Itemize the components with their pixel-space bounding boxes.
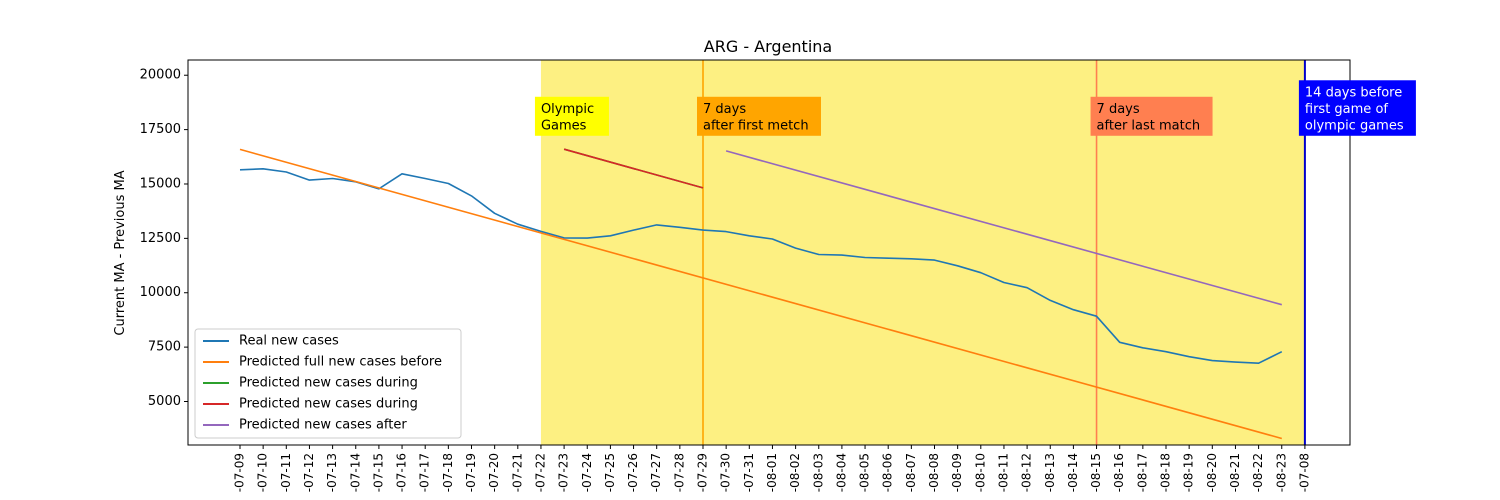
x-tick-label: -08-10 [973, 453, 987, 492]
legend-entry: Predicted new cases after [239, 418, 407, 433]
x-tick-label: -08-08 [927, 453, 941, 492]
x-tick-label: -08-15 [1089, 453, 1103, 492]
legend-entry: Predicted new cases during [239, 376, 418, 391]
annotation-text: olympic games [1305, 118, 1404, 133]
x-tick-label: -07-12 [302, 453, 316, 492]
y-tick-label: 10000 [140, 285, 181, 300]
x-tick-label: -07-14 [348, 453, 362, 492]
x-tick-label: -07-23 [557, 453, 571, 492]
x-tick-label: -07-16 [395, 453, 409, 492]
x-tick-label: -07-20 [487, 453, 501, 492]
y-tick-label: 12500 [140, 231, 181, 246]
x-tick-label: -08-20 [1205, 453, 1219, 492]
legend-entry: Predicted full new cases before [239, 355, 442, 370]
x-tick-label: -07-21 [510, 453, 524, 492]
x-tick-label: -08-01 [765, 453, 779, 492]
x-tick-label: -08-23 [1274, 453, 1288, 492]
x-tick-label: -07-17 [418, 453, 432, 492]
x-tick-label: -08-14 [1066, 453, 1080, 492]
x-tick-label: -07-29 [696, 453, 710, 492]
annotation-text: after first metch [703, 118, 809, 133]
x-tick-label: -07-25 [603, 453, 617, 492]
y-tick-label: 15000 [140, 176, 181, 191]
x-tick-label: -07-13 [325, 453, 339, 492]
x-tick-label: -07-31 [742, 453, 756, 492]
x-tick-label: -07-30 [719, 453, 733, 492]
x-tick-label: -08-07 [904, 453, 918, 492]
y-axis-ticks: 5000 7500 10000 12500 15000 17500 20000 [140, 68, 188, 409]
series-line-4 [725, 150, 1283, 306]
annotation-bg [1298, 80, 1416, 136]
x-axis-ticks: -07-09 -07-10 -07-11 -07-12 -07-13 -07-14 -07-… [233, 445, 1311, 492]
x-tick-label: -07-15 [371, 453, 385, 492]
annotation-bg [697, 96, 821, 136]
annotation-text: first game of [1305, 102, 1389, 117]
x-tick-label: -08-19 [1182, 453, 1196, 492]
x-tick-label: -08-16 [1112, 453, 1126, 492]
legend-entry: Predicted new cases during [239, 397, 418, 412]
x-tick-label: -08-17 [1135, 453, 1149, 492]
x-tick-label: -07-24 [580, 453, 594, 492]
x-tick-label: -08-22 [1251, 453, 1265, 492]
series-line-0 [239, 168, 1283, 365]
x-tick-label: -08-04 [834, 453, 848, 492]
x-tick-label: -08-11 [996, 453, 1010, 492]
series-line-1 [239, 148, 1283, 440]
plot-frame [187, 59, 1351, 446]
annotation-bg [534, 96, 609, 136]
x-tick-label: -07-10 [256, 453, 270, 492]
x-tick-label: -08-02 [788, 453, 802, 492]
x-tick-label: -08-09 [950, 453, 964, 492]
x-tick-label: -08-06 [881, 453, 895, 492]
x-tick-label: -08-21 [1228, 453, 1242, 492]
x-tick-label: -08-12 [1020, 453, 1034, 492]
annotation-text: 14 days before [1305, 85, 1402, 100]
annotation-text: after last match [1097, 118, 1201, 133]
chart-title: ARG - Argentina [704, 37, 832, 56]
x-tick-label: -07-08 [1297, 453, 1311, 492]
annotation-text: 7 days [703, 102, 746, 117]
x-tick-label: -08-05 [858, 453, 872, 492]
legend: Real new cases Predicted full new cases b… [194, 328, 462, 439]
x-tick-label: -07-22 [533, 453, 547, 492]
x-tick-label: -07-28 [672, 453, 686, 492]
annotation-text: 7 days [1097, 102, 1140, 117]
x-tick-label: -08-13 [1043, 453, 1057, 492]
x-tick-label: -07-09 [233, 453, 247, 492]
y-tick-label: 5000 [148, 394, 181, 409]
y-tick-label: 17500 [140, 122, 181, 137]
y-axis-label: Current MA - Previous MA [113, 170, 128, 335]
series-layer [239, 148, 1283, 440]
annotation-bg [1090, 96, 1213, 136]
legend-box [194, 328, 462, 439]
x-tick-label: -08-18 [1159, 453, 1173, 492]
legend-entry: Real new cases [239, 334, 339, 349]
annotation-text: Olympic [541, 102, 594, 117]
x-tick-label: -07-27 [649, 453, 663, 492]
series-line-3 [563, 148, 704, 189]
y-tick-label: 20000 [140, 68, 181, 83]
x-tick-label: -08-03 [811, 453, 825, 492]
x-tick-label: -07-26 [626, 453, 640, 492]
x-tick-label: -07-11 [279, 453, 293, 492]
x-tick-label: -07-18 [441, 453, 455, 492]
x-tick-label: -07-19 [464, 453, 478, 492]
annotation-text: Games [541, 118, 587, 133]
y-tick-label: 7500 [148, 340, 181, 355]
